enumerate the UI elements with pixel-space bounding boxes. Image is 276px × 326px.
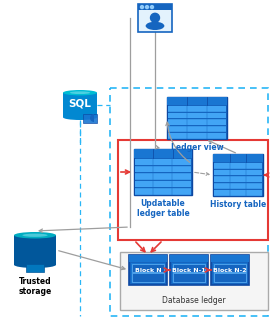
Bar (213, 263, 247, 283)
Bar (213, 154, 263, 196)
Text: SQL: SQL (68, 98, 91, 108)
Bar (135, 173, 191, 180)
Bar (134, 149, 192, 195)
Bar (211, 255, 249, 261)
Bar (118, 140, 268, 240)
Bar (168, 112, 226, 118)
Bar (134, 149, 192, 158)
Bar (168, 119, 226, 125)
Bar (132, 264, 164, 272)
Ellipse shape (14, 261, 56, 268)
Bar (214, 176, 262, 182)
Bar (168, 126, 226, 132)
Bar (131, 263, 165, 283)
Ellipse shape (22, 234, 47, 237)
Bar (214, 170, 262, 175)
Text: Block N-2: Block N-2 (213, 268, 247, 273)
Text: Block N-1: Block N-1 (172, 268, 206, 273)
Bar (135, 159, 191, 165)
Ellipse shape (70, 91, 90, 94)
Bar (214, 264, 246, 272)
Circle shape (145, 6, 148, 8)
Bar (214, 163, 262, 169)
Ellipse shape (63, 115, 97, 120)
Text: Updatable
ledger table: Updatable ledger table (137, 199, 189, 218)
Bar (167, 97, 227, 139)
Bar (120, 252, 268, 310)
Bar (135, 188, 191, 195)
Text: Block N: Block N (135, 268, 161, 273)
Wedge shape (90, 114, 94, 122)
Text: History table: History table (210, 200, 266, 209)
Text: Database ledger: Database ledger (162, 296, 226, 305)
Bar (138, 4, 172, 10)
Bar (214, 183, 262, 189)
Circle shape (150, 6, 153, 8)
Bar (132, 273, 164, 281)
Bar (129, 255, 167, 285)
Bar (213, 154, 263, 162)
Text: Ledger view: Ledger view (171, 143, 223, 152)
Bar (110, 88, 268, 316)
Bar (173, 273, 205, 281)
Bar (83, 114, 97, 123)
Ellipse shape (146, 22, 164, 30)
Bar (173, 264, 205, 272)
Bar (168, 106, 226, 111)
Bar (170, 255, 208, 261)
Text: Trusted
storage: Trusted storage (18, 277, 52, 296)
Circle shape (140, 6, 144, 8)
Bar (211, 255, 249, 285)
Bar (214, 273, 246, 281)
Bar (168, 133, 226, 139)
Bar (135, 181, 191, 187)
Bar (167, 97, 227, 105)
Bar (63, 93, 97, 117)
Bar (170, 255, 208, 285)
Ellipse shape (14, 232, 56, 239)
Bar (129, 255, 167, 261)
Circle shape (150, 13, 160, 22)
Bar (14, 235, 56, 265)
Bar (138, 4, 172, 32)
Bar (172, 263, 206, 283)
Bar (135, 166, 191, 172)
Bar (26, 264, 44, 272)
Bar (214, 190, 262, 196)
Ellipse shape (63, 90, 97, 96)
